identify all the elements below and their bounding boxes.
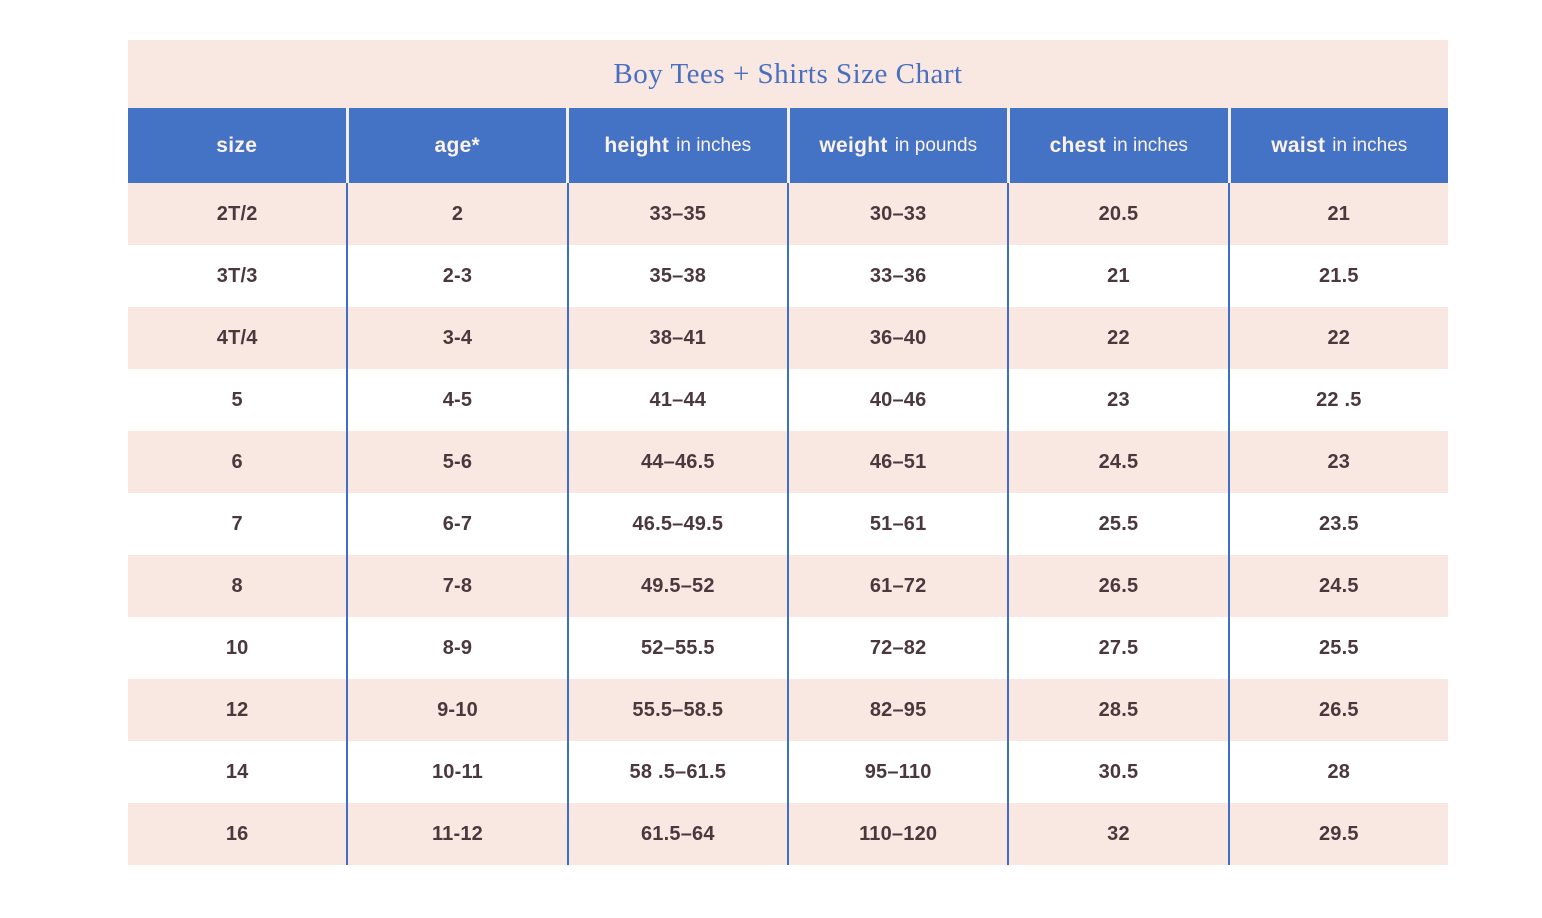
table-cell: 2-3	[348, 245, 569, 307]
column-header-size: size	[128, 108, 346, 183]
table-cell: 24.5	[1318, 574, 1359, 597]
table-cell: 61–72	[789, 555, 1010, 617]
table-cell: 23.5	[1318, 512, 1359, 535]
table-cell: 58 .5–61.5	[569, 741, 789, 803]
table-row: 4T/4 3-4 38–41 36–40 22 22	[128, 307, 1448, 369]
table-cell: 27.5	[1009, 617, 1230, 679]
table-cell: 32	[1009, 803, 1230, 865]
column-header-label: chest	[1049, 133, 1106, 157]
table-cell: 33–35	[569, 183, 789, 245]
table-cell: 38–41	[569, 307, 789, 369]
table-row: 6 5-6 44–46.5 46–51 24.5 23	[128, 431, 1448, 493]
table-cell: 5	[128, 369, 349, 431]
table-cell: 36–40	[789, 307, 1010, 369]
table-cell: 6	[128, 431, 349, 493]
table-cell: 44–46.5	[569, 431, 789, 493]
column-header-sublabel: in inches	[1112, 134, 1188, 156]
chart-title-band: Boy Tees + Shirts Size Chart	[128, 40, 1448, 108]
table-cell: 16	[128, 803, 349, 865]
table-cell: 7	[128, 493, 349, 555]
table-row: 3T/3 2-3 35–38 33–36 21 21.5	[128, 245, 1448, 307]
table-row: 10 8-9 52–55.5 72–82 27.5 25.5	[128, 617, 1448, 679]
column-header-weight: weight in pounds	[789, 108, 1007, 183]
table-cell: 30–33	[789, 183, 1010, 245]
column-header-label: height	[604, 133, 670, 157]
table-cell: 21	[1327, 202, 1351, 225]
table-cell: 23	[1009, 369, 1230, 431]
table-cell: 9-10	[348, 679, 569, 741]
table-cell: 25.5	[1318, 636, 1359, 659]
table-cell: 52–55.5	[569, 617, 789, 679]
table-cell: 33–36	[789, 245, 1010, 307]
column-header-sublabel: in pounds	[894, 134, 978, 156]
table-cell: 72–82	[789, 617, 1010, 679]
table-cell: 21	[1009, 245, 1230, 307]
table-cell: 25.5	[1009, 493, 1230, 555]
size-chart-table: Boy Tees + Shirts Size Chart size age* h…	[128, 40, 1448, 865]
table-cell: 24.5	[1009, 431, 1230, 493]
table-cell: 23	[1327, 450, 1351, 473]
table-cell: 20.5	[1009, 183, 1230, 245]
column-header-sublabel: in inches	[676, 134, 752, 156]
table-cell: 22	[1009, 307, 1230, 369]
table-cell: 3-4	[348, 307, 569, 369]
column-header-sublabel: in inches	[1332, 134, 1408, 156]
table-cell: 41–44	[569, 369, 789, 431]
table-cell: 35–38	[569, 245, 789, 307]
column-header-label: weight	[819, 133, 888, 157]
table-cell: 4T/4	[128, 307, 349, 369]
table-cell: 12	[128, 679, 349, 741]
table-cell: 10-11	[348, 741, 569, 803]
table-cell: 28	[1327, 760, 1351, 783]
table-cell: 3T/3	[128, 245, 349, 307]
table-cell: 2T/2	[128, 183, 349, 245]
table-cell: 51–61	[789, 493, 1010, 555]
table-cell: 6-7	[348, 493, 569, 555]
table-cell: 8-9	[348, 617, 569, 679]
table-cell: 2	[348, 183, 569, 245]
column-header-height: height in inches	[569, 108, 787, 183]
table-cell: 21.5	[1318, 264, 1359, 287]
chart-title: Boy Tees + Shirts Size Chart	[613, 57, 963, 90]
table-cell: 55.5–58.5	[569, 679, 789, 741]
table-cell: 22 .5	[1316, 388, 1362, 411]
table-cell: 49.5–52	[569, 555, 789, 617]
table-row: 5 4-5 41–44 40–46 23 22 .5	[128, 369, 1448, 431]
table-cell: 82–95	[789, 679, 1010, 741]
table-row: 14 10-11 58 .5–61.5 95–110 30.5 28	[128, 741, 1448, 803]
table-cell: 22	[1327, 326, 1351, 349]
column-header-label: waist	[1271, 133, 1326, 157]
table-cell: 8	[128, 555, 349, 617]
table-cell: 46–51	[789, 431, 1010, 493]
table-cell: 11-12	[348, 803, 569, 865]
table-cell: 5-6	[348, 431, 569, 493]
table-cell: 29.5	[1318, 822, 1359, 845]
table-header-row: size age* height in inches weight in pou…	[128, 108, 1448, 183]
column-header-label: size	[216, 133, 258, 157]
table-cell: 26.5	[1318, 698, 1359, 721]
table-cell: 40–46	[789, 369, 1010, 431]
table-cell: 14	[128, 741, 349, 803]
table-row: 2T/2 2 33–35 30–33 20.5 21	[128, 183, 1448, 245]
column-header-waist: waist in inches	[1230, 108, 1448, 183]
column-header-age: age*	[348, 108, 566, 183]
table-cell: 4-5	[348, 369, 569, 431]
table-body: 2T/2 2 33–35 30–33 20.5 21 3T/3 2-3 35–38 33–36 21…	[128, 183, 1448, 865]
table-row: 7 6-7 46.5–49.5 51–61 25.5 23.5	[128, 493, 1448, 555]
table-cell: 61.5–64	[569, 803, 789, 865]
table-cell: 110–120	[789, 803, 1010, 865]
column-header-label: age*	[434, 133, 481, 157]
table-cell: 10	[128, 617, 349, 679]
table-cell: 30.5	[1009, 741, 1230, 803]
table-row: 12 9-10 55.5–58.5 82–95 28.5 26.5	[128, 679, 1448, 741]
table-cell: 95–110	[789, 741, 1010, 803]
table-cell: 7-8	[348, 555, 569, 617]
column-header-chest: chest in inches	[1010, 108, 1228, 183]
table-row: 8 7-8 49.5–52 61–72 26.5 24.5	[128, 555, 1448, 617]
table-cell: 26.5	[1009, 555, 1230, 617]
table-row: 16 11-12 61.5–64 110–120 32 29.5	[128, 803, 1448, 865]
table-cell: 46.5–49.5	[569, 493, 789, 555]
table-cell: 28.5	[1009, 679, 1230, 741]
